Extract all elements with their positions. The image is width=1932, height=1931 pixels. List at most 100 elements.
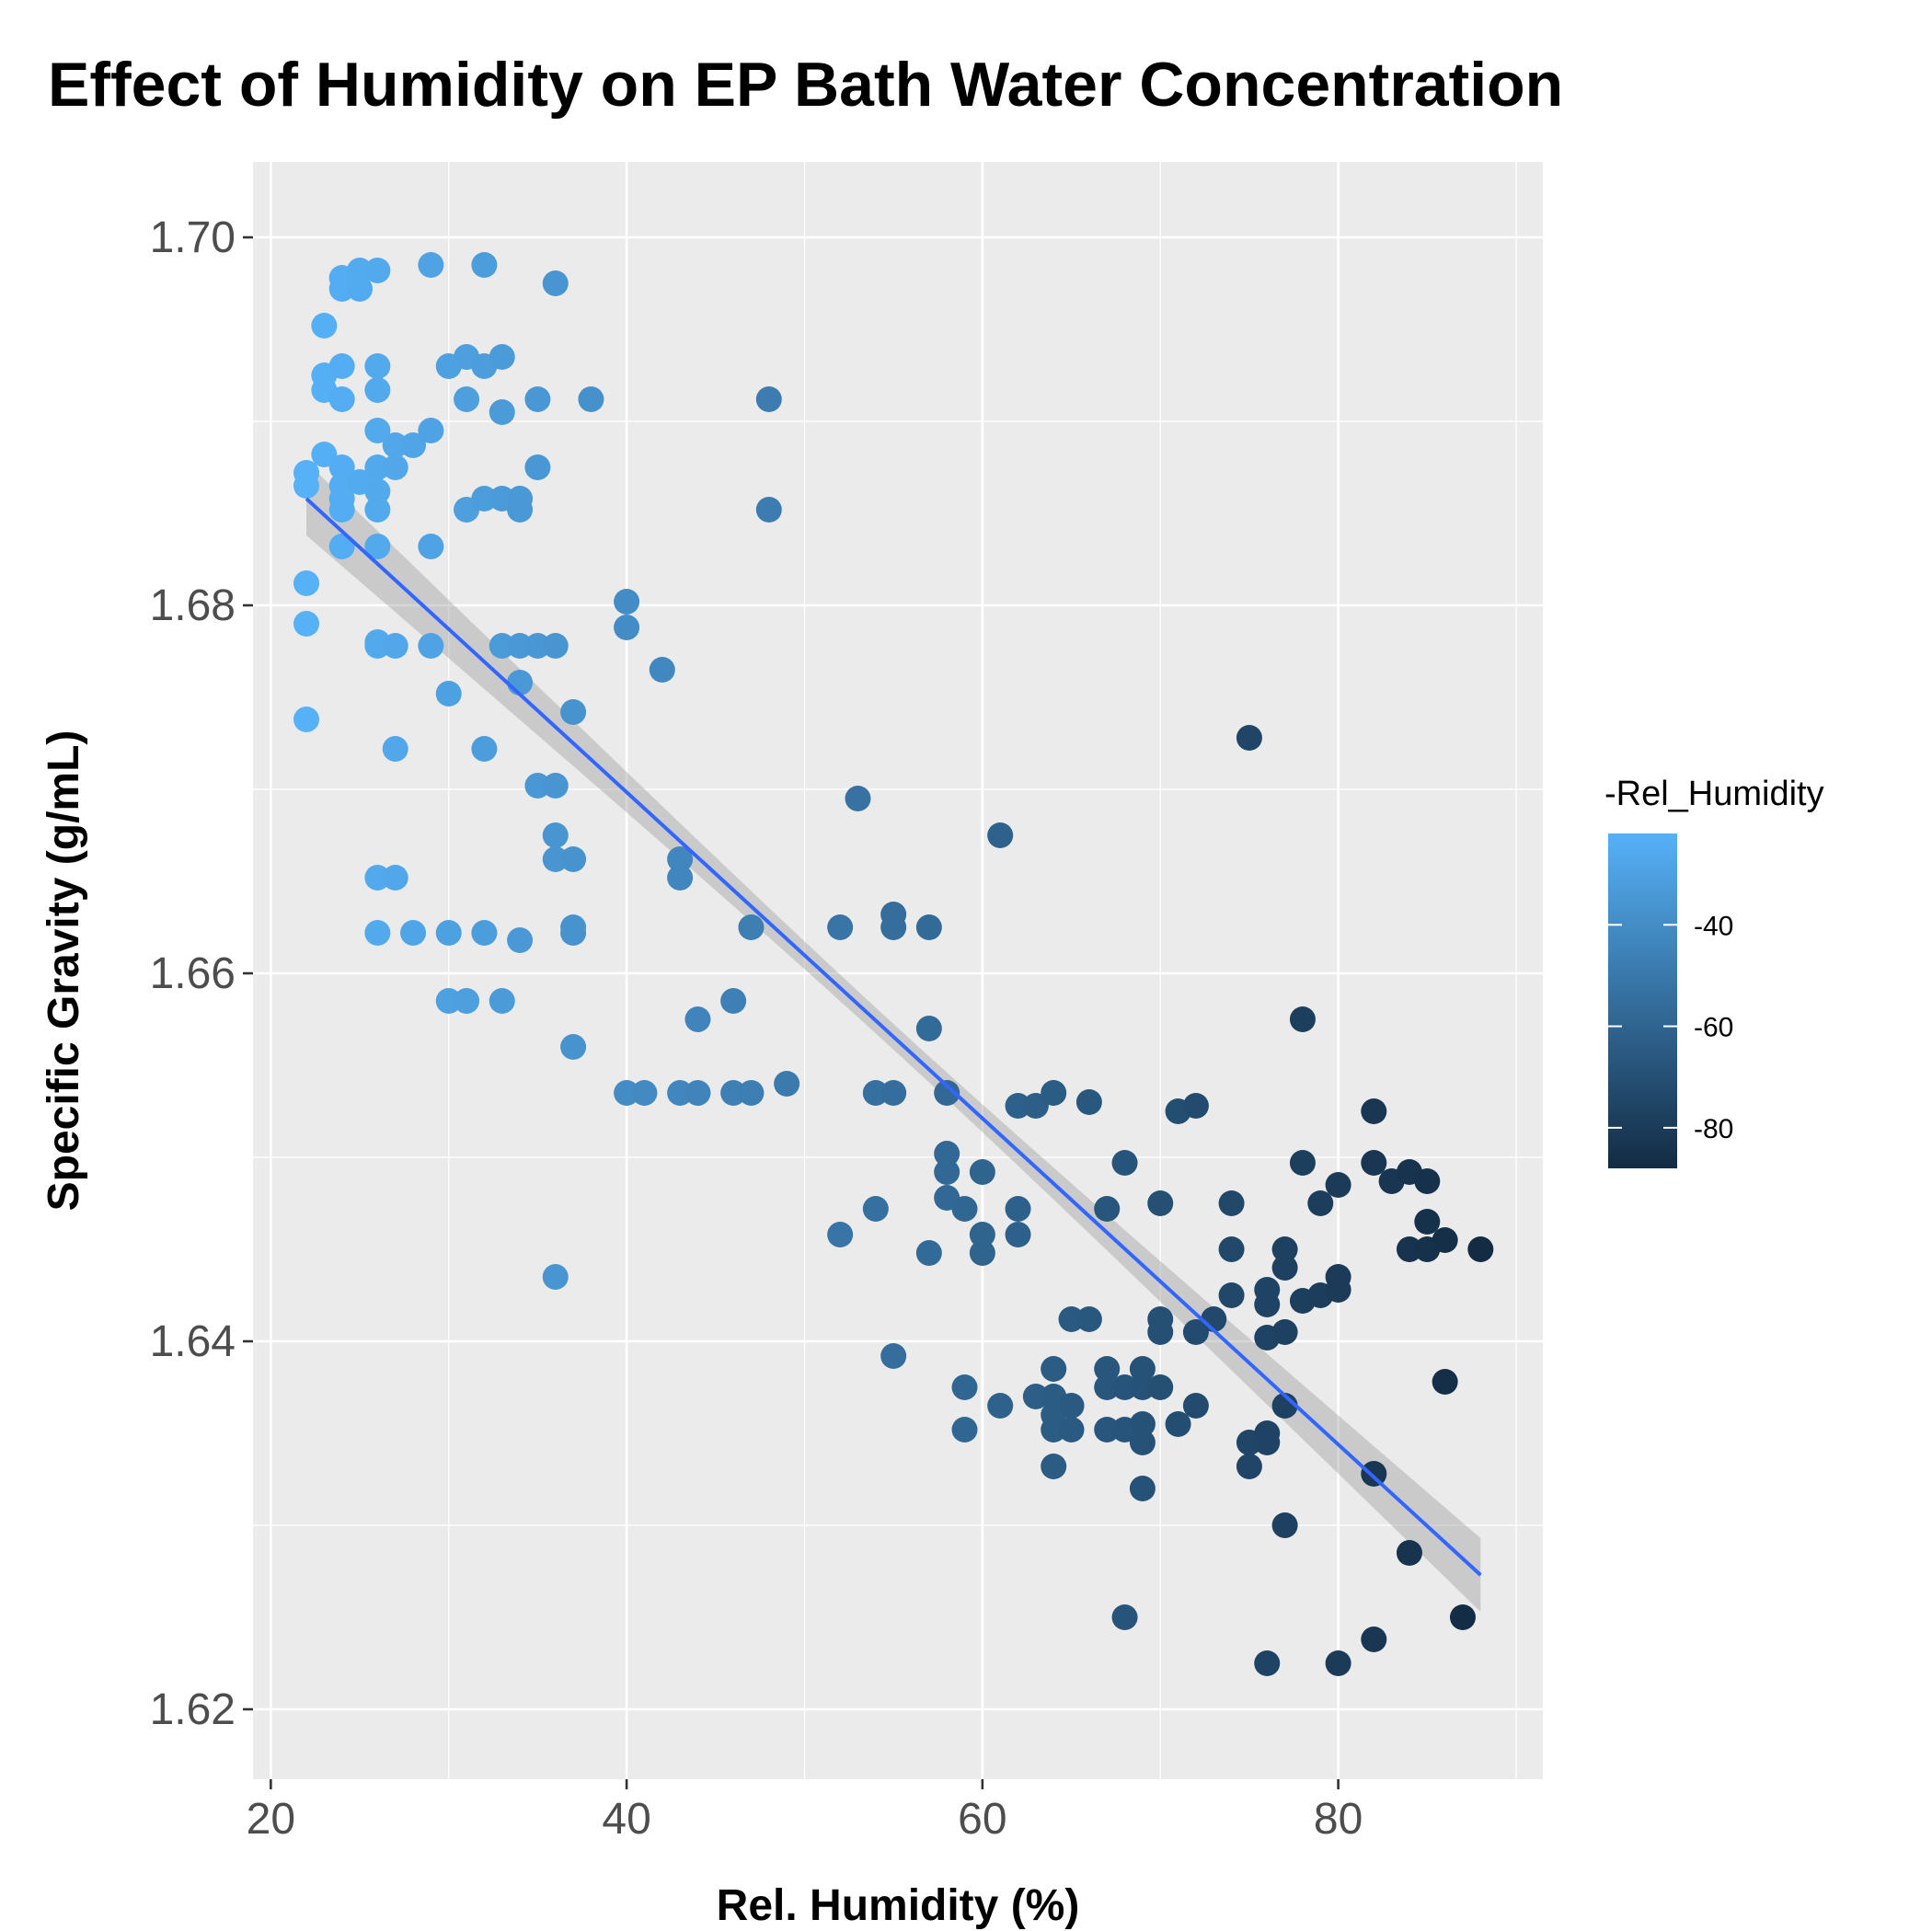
data-point [524, 454, 551, 480]
data-point [1271, 1512, 1298, 1538]
data-point [293, 611, 320, 637]
data-point [1075, 1306, 1102, 1332]
chart-title: Effect of Humidity on EP Bath Water Conc… [48, 50, 1563, 120]
data-point [1289, 1006, 1316, 1032]
data-points [293, 252, 1494, 1676]
data-point [951, 1374, 978, 1400]
data-point [880, 914, 907, 940]
x-tick-label: 40 [602, 1795, 650, 1844]
data-point [382, 454, 408, 480]
data-point [293, 460, 320, 486]
data-point [542, 1264, 569, 1290]
data-point [862, 1196, 889, 1222]
data-point [1129, 1411, 1156, 1437]
data-point [364, 377, 391, 403]
data-point [1289, 1150, 1316, 1176]
data-point [969, 1159, 995, 1185]
data-point [934, 1159, 960, 1185]
data-point [1058, 1306, 1085, 1332]
data-point [489, 399, 515, 425]
data-point [934, 1141, 960, 1167]
color-legend: -Rel_Humidity -40 -60 -80 [1604, 775, 1824, 1168]
data-point [1147, 1374, 1174, 1400]
trend-line-path [305, 497, 1482, 1577]
grid-lines [253, 162, 1543, 1779]
data-point [1325, 1650, 1351, 1676]
x-tick-label: 60 [958, 1795, 1006, 1844]
data-point [1396, 1540, 1422, 1566]
data-point [1041, 1417, 1067, 1443]
data-point [364, 534, 391, 559]
data-point [1414, 1209, 1441, 1235]
data-point [1094, 1356, 1121, 1382]
data-point [1111, 1604, 1138, 1630]
data-point [1041, 1080, 1067, 1106]
data-point [1022, 1384, 1049, 1409]
data-point [614, 589, 640, 615]
data-point [774, 1071, 800, 1097]
data-point [1307, 1190, 1334, 1216]
data-point [845, 786, 871, 811]
data-point [987, 1393, 1014, 1419]
data-point [1058, 1393, 1085, 1419]
data-point [560, 699, 587, 725]
data-point [435, 681, 462, 707]
data-point [880, 1080, 907, 1106]
data-point [1271, 1255, 1298, 1281]
data-point [507, 670, 534, 695]
data-point [1432, 1227, 1458, 1253]
data-point [524, 386, 551, 412]
data-point [435, 920, 462, 946]
data-point [1182, 1393, 1209, 1419]
data-point [1005, 1222, 1031, 1247]
data-point [862, 1080, 889, 1106]
data-point [614, 1080, 640, 1106]
data-point [578, 386, 604, 412]
data-point [667, 846, 694, 872]
data-point [1236, 1454, 1262, 1479]
data-point [542, 846, 569, 872]
data-point [934, 1080, 960, 1106]
data-point [364, 633, 391, 659]
data-point [1361, 1626, 1387, 1652]
data-point [827, 914, 854, 940]
data-point [382, 432, 408, 458]
data-point [1218, 1236, 1245, 1262]
y-tick-label: 1.70 [150, 213, 236, 262]
data-point [364, 920, 391, 946]
plot-panel [253, 162, 1543, 1779]
data-point [418, 252, 444, 278]
axes: 20 40 60 80 1.62 1.64 1.66 1.68 1.70 [150, 213, 1363, 1844]
y-tick-label: 1.64 [150, 1317, 236, 1366]
data-point [1111, 1374, 1138, 1400]
data-point [1449, 1604, 1476, 1630]
y-tick-label: 1.66 [150, 949, 236, 998]
data-point [524, 633, 551, 659]
data-point [1414, 1168, 1441, 1194]
legend-label: -80 [1694, 1114, 1733, 1144]
data-point [364, 454, 391, 480]
data-point [524, 773, 551, 799]
data-point [328, 497, 355, 523]
data-point [507, 927, 534, 953]
colorbar [1608, 833, 1677, 1168]
data-point [400, 920, 427, 946]
data-point [489, 344, 515, 370]
data-point [542, 822, 569, 848]
data-point [293, 570, 320, 596]
y-axis-title: Specific Gravity (g/mL) [40, 730, 88, 1212]
data-point [418, 633, 444, 659]
data-point [1041, 1454, 1067, 1479]
data-point [364, 258, 391, 283]
data-point [489, 633, 515, 659]
data-point [1094, 1417, 1121, 1443]
data-point [560, 920, 587, 946]
data-point [1218, 1282, 1245, 1308]
data-point [560, 846, 587, 872]
data-point [471, 252, 498, 278]
data-point [507, 633, 534, 659]
data-point [1254, 1650, 1281, 1676]
data-point [915, 1016, 942, 1041]
data-point [382, 865, 408, 891]
data-point [382, 633, 408, 659]
